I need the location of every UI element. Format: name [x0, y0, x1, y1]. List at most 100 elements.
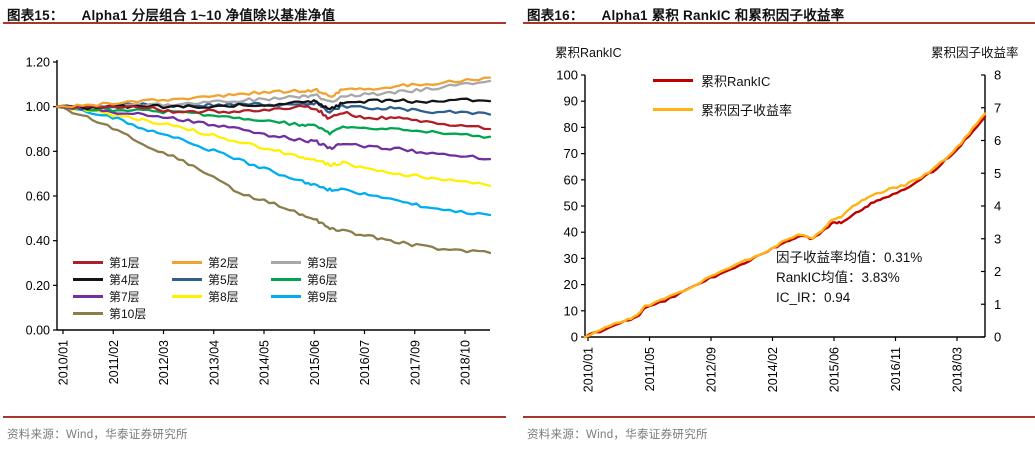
legend-label: 第5层: [208, 273, 239, 287]
legend-label: 第1层: [109, 256, 140, 270]
legend-label: 累积RankIC: [701, 74, 771, 89]
svg-text:3: 3: [994, 231, 1001, 246]
source-note: 资料来源：Wind，华泰证券研究所: [7, 429, 188, 441]
legend-label: 第6层: [307, 273, 338, 287]
legend-item: 第4层: [73, 272, 172, 287]
svg-text:2015/06: 2015/06: [828, 347, 842, 392]
legend-label: 第3层: [307, 256, 338, 270]
svg-text:50: 50: [564, 199, 578, 214]
svg-text:0.80: 0.80: [26, 145, 50, 159]
legend-line-swatch: [73, 278, 103, 281]
title-divider-line: [3, 22, 506, 24]
svg-text:100: 100: [556, 68, 578, 83]
legend-item: 第2层: [172, 255, 271, 270]
legend-item: 第3层: [271, 255, 370, 270]
stat-factor-return-mean: 因子收益率均值：0.31%: [776, 250, 923, 265]
series-line-第8层: [55, 105, 492, 188]
svg-text:7: 7: [994, 100, 1001, 115]
series-line-第2层: [55, 76, 492, 109]
svg-text:20: 20: [564, 277, 578, 292]
svg-text:2013/04: 2013/04: [207, 340, 221, 385]
legend-item: 第8层: [172, 289, 271, 304]
svg-text:2011/05: 2011/05: [643, 347, 657, 391]
title-divider-line: [523, 22, 1035, 24]
svg-text:0: 0: [994, 330, 1001, 345]
svg-text:4: 4: [994, 199, 1001, 214]
legend-item: 第7层: [73, 289, 172, 304]
legend-line-swatch: [653, 79, 693, 82]
legend-label: 第7层: [109, 290, 140, 304]
svg-text:80: 80: [564, 120, 578, 135]
bottom-divider-line: [523, 416, 1035, 418]
alpha1-rankic-line-chart: 0 10 20 30 40 50 60 70 80 90 100 0 1 2 3 4 5 6 7 8 2010/01 20…: [556, 68, 1001, 393]
legend-item: 第1层: [73, 255, 172, 270]
legend-item: 第5层: [172, 272, 271, 287]
svg-text:2014/05: 2014/05: [258, 340, 272, 385]
chart16-title: 图表16： Alpha1 累积 RankIC 和累积因子收益率: [527, 4, 844, 24]
series-line-第10层: [55, 105, 492, 255]
series-line-第1层: [55, 104, 492, 131]
legend-line-swatch: [172, 278, 202, 281]
legend-line-swatch: [653, 108, 693, 111]
svg-text:2018/03: 2018/03: [951, 347, 965, 392]
svg-text:1: 1: [994, 297, 1001, 312]
svg-text:2018/10: 2018/10: [459, 340, 473, 385]
legend-item: 累积因子收益率: [653, 95, 792, 124]
chart15-title-prefix: 图表15：: [7, 8, 64, 23]
series-line-第7层: [55, 105, 492, 161]
legend-item: 第6层: [271, 272, 370, 287]
svg-text:10: 10: [564, 303, 578, 318]
svg-text:1.00: 1.00: [26, 100, 50, 114]
svg-text:40: 40: [564, 225, 578, 240]
legend-label: 第9层: [307, 290, 338, 304]
chart16-title-prefix: 图表16：: [527, 8, 584, 23]
legend-line-swatch: [172, 295, 202, 298]
svg-text:8: 8: [994, 68, 1001, 83]
stats-annotation: 因子收益率均值：0.31% RankIC均值：3.83% IC_IR：0.94: [776, 248, 922, 308]
legend-line-swatch: [271, 295, 301, 298]
series-line-第4层: [55, 97, 492, 111]
series-line-累积因子收益率: [583, 112, 987, 339]
source-note: 资料来源：Wind，华泰证券研究所: [527, 429, 708, 441]
left-axis-title: 累积RankIC: [555, 46, 622, 60]
legend-line-swatch: [271, 261, 301, 264]
rankic-legend: 累积RankIC 累积因子收益率: [653, 66, 792, 124]
chart16-title-text: Alpha1 累积 RankIC 和累积因子收益率: [601, 8, 845, 23]
svg-text:2012/03: 2012/03: [157, 340, 171, 385]
legend-label: 第2层: [208, 256, 239, 270]
chart15-title-text: Alpha1 分层组合 1~10 净值除以基准净值: [81, 8, 336, 23]
series-line-第9层: [55, 105, 492, 217]
bottom-divider-line: [3, 416, 506, 418]
svg-text:0.40: 0.40: [26, 234, 50, 248]
svg-text:2: 2: [994, 264, 1001, 279]
legend-label: 第10层: [109, 307, 147, 321]
stat-rankic-mean: RankIC均值：3.83%: [776, 270, 900, 285]
svg-text:30: 30: [564, 251, 578, 266]
svg-text:2016/07: 2016/07: [358, 340, 372, 385]
svg-text:60: 60: [564, 172, 578, 187]
svg-text:0: 0: [571, 330, 578, 345]
svg-text:2014/02: 2014/02: [766, 347, 780, 392]
legend-item: 累积RankIC: [653, 66, 792, 95]
panel-decile-netvalue: 图表15： Alpha1 分层组合 1~10 净值除以基准净值 0.00 0.20 0…: [3, 0, 506, 451]
legend-item: 第10层: [73, 306, 172, 321]
svg-text:2015/06: 2015/06: [308, 340, 322, 385]
svg-text:0.00: 0.00: [26, 324, 50, 338]
svg-text:0.60: 0.60: [26, 190, 50, 204]
alpha1-decile-line-chart: 0.00 0.20 0.40 0.60 0.80 1.00 1.20 2010/01 2011/…: [26, 56, 492, 385]
svg-text:2012/09: 2012/09: [705, 347, 719, 392]
svg-text:6: 6: [994, 133, 1001, 148]
svg-text:2016/11: 2016/11: [889, 347, 903, 391]
svg-text:5: 5: [994, 166, 1001, 181]
series-line-第6层: [55, 104, 492, 139]
panel-rankic: 图表16： Alpha1 累积 RankIC 和累积因子收益率 累积RankIC …: [523, 0, 1035, 451]
svg-text:2011/02: 2011/02: [107, 340, 121, 384]
legend-line-swatch: [271, 278, 301, 281]
svg-text:1.20: 1.20: [26, 56, 50, 70]
legend-line-swatch: [73, 312, 103, 315]
legend-label: 第8层: [208, 290, 239, 304]
svg-text:2017/09: 2017/09: [408, 340, 422, 385]
legend-line-swatch: [73, 295, 103, 298]
svg-text:70: 70: [564, 146, 578, 161]
